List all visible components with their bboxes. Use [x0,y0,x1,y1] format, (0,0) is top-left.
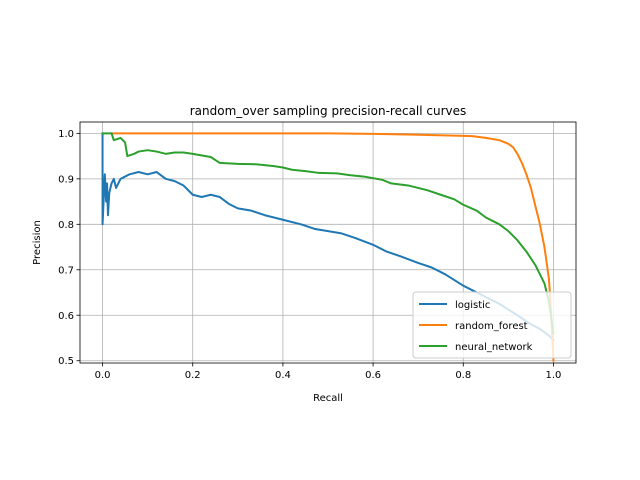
chart-title: random_over sampling precision-recall cu… [190,104,467,118]
y-tick-label: 1.0 [58,129,74,140]
y-tick-label: 0.7 [58,265,74,276]
x-tick-label: 0.8 [455,370,471,381]
y-tick-label: 0.8 [58,220,74,231]
series-lines [101,132,555,362]
y-axis-label: Precision [32,220,43,265]
series-line-logistic [101,132,555,342]
x-tick-label: 0.0 [95,370,111,381]
legend-label: random_forest [455,321,528,332]
y-tick-label: 0.5 [58,356,74,367]
legend-label: logistic [455,300,490,311]
axes-frame [79,121,577,364]
legend-box [412,291,572,359]
axis-ticks: 0.0 0.2 0.4 0.6 0.8 1.0 0.5 0.6 0.7 0.8 0.9 1.0 [58,129,561,381]
legend: logistic random_forest neural_network [412,291,572,359]
y-tick-label: 0.9 [58,174,74,185]
x-tick-label: 0.4 [275,370,291,381]
x-tick-label: 0.6 [365,370,381,381]
y-tick-label: 0.6 [58,311,74,322]
legend-label: neural_network [455,342,533,353]
series-line-random-forest [110,132,555,362]
series-line-neural-network [101,132,555,335]
grid-lines [80,122,576,363]
x-tick-label: 0.2 [185,370,201,381]
x-axis-label: Recall [313,393,343,404]
x-tick-label: 1.0 [546,370,562,381]
